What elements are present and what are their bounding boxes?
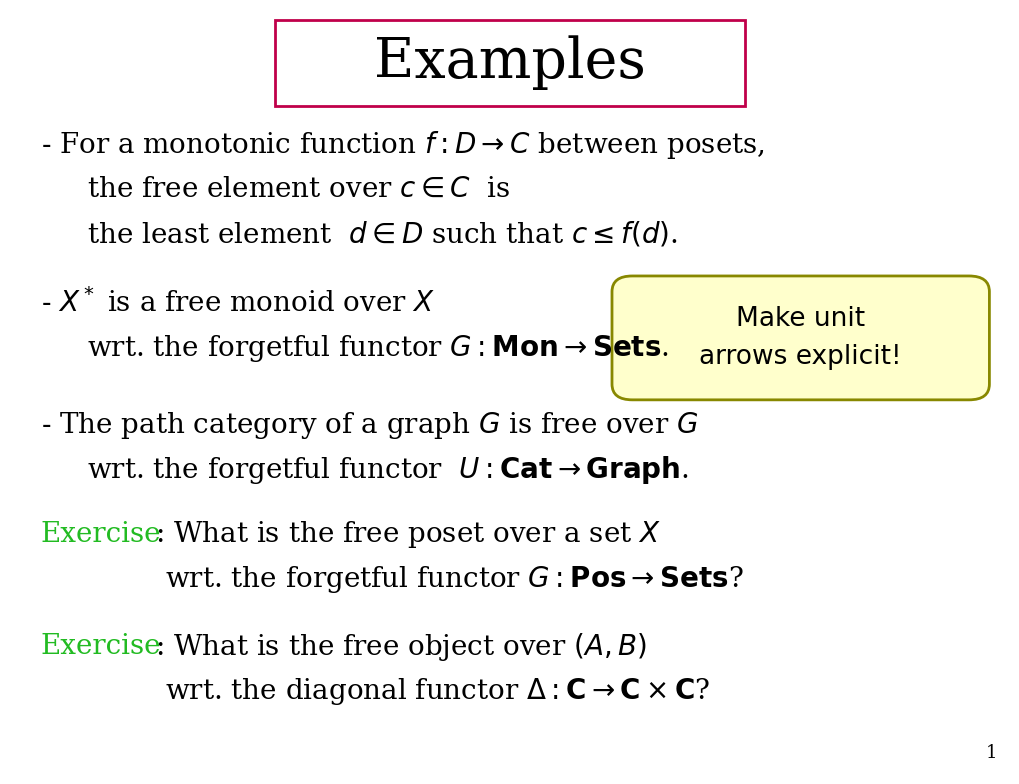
Text: Exercise: Exercise — [41, 521, 161, 548]
Text: : What is the free poset over a set $X$: : What is the free poset over a set $X$ — [155, 519, 660, 550]
Text: wrt. the forgetful functor  $U : \mathbf{Cat} \rightarrow \mathbf{Graph}$.: wrt. the forgetful functor $U : \mathbf{… — [87, 455, 688, 486]
Text: the least element  $d \in D$ such that $c \leq f(d)$.: the least element $d \in D$ such that $c… — [87, 220, 677, 249]
Text: wrt. the forgetful functor $G : \mathbf{Pos} \rightarrow \mathbf{Sets}$?: wrt. the forgetful functor $G : \mathbf{… — [165, 564, 743, 595]
Text: Examples: Examples — [374, 35, 645, 90]
Text: - For a monotonic function $f : D \rightarrow C$ between posets,: - For a monotonic function $f : D \right… — [41, 129, 764, 161]
Text: Exercise: Exercise — [41, 633, 161, 660]
FancyBboxPatch shape — [275, 20, 744, 106]
Text: : What is the free object over $(A, B)$: : What is the free object over $(A, B)$ — [155, 631, 646, 662]
Text: 1: 1 — [985, 744, 997, 762]
Text: - The path category of a graph $G$ is free over $G$: - The path category of a graph $G$ is fr… — [41, 410, 698, 441]
FancyBboxPatch shape — [611, 276, 988, 400]
Text: the free element over $c \in C$  is: the free element over $c \in C$ is — [87, 176, 510, 203]
Text: wrt. the forgetful functor $G : \mathbf{Mon} \rightarrow \mathbf{Sets}$.: wrt. the forgetful functor $G : \mathbf{… — [87, 332, 668, 364]
Text: Make unit
arrows explicit!: Make unit arrows explicit! — [699, 306, 901, 370]
Text: wrt. the diagonal functor $\Delta : \mathbf{C} \rightarrow \mathbf{C} \times \ma: wrt. the diagonal functor $\Delta : \mat… — [165, 676, 710, 707]
Text: - $X^*$ is a free monoid over $X$: - $X^*$ is a free monoid over $X$ — [41, 289, 434, 318]
